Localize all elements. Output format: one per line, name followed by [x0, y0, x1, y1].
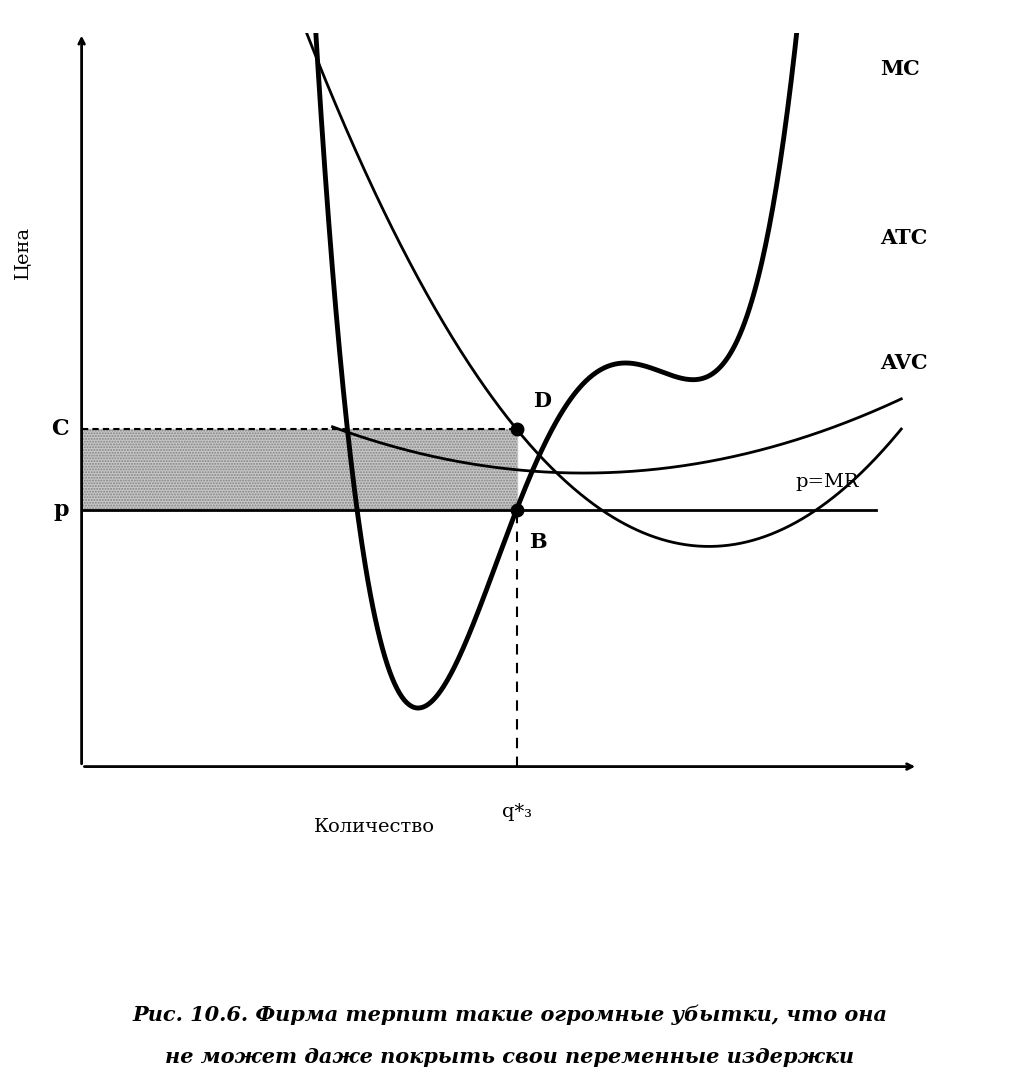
Text: не может даже покрыть свои переменные издержки: не может даже покрыть свои переменные из… [165, 1046, 854, 1067]
Text: q*₃: q*₃ [501, 804, 531, 821]
Text: D: D [533, 391, 550, 411]
Text: Количество: Количество [314, 818, 434, 836]
Polygon shape [82, 429, 516, 510]
Text: AVC: AVC [879, 353, 927, 373]
Text: Цена: Цена [14, 226, 32, 280]
Text: B: B [529, 532, 546, 551]
Text: Рис. 10.6. Фирма терпит такие огромные убытки, что она: Рис. 10.6. Фирма терпит такие огромные у… [132, 1005, 887, 1025]
Text: C: C [51, 418, 69, 440]
Text: MC: MC [879, 59, 919, 80]
Text: p=MR: p=MR [795, 474, 859, 491]
Text: p: p [54, 499, 69, 521]
Text: ATC: ATC [879, 228, 927, 248]
